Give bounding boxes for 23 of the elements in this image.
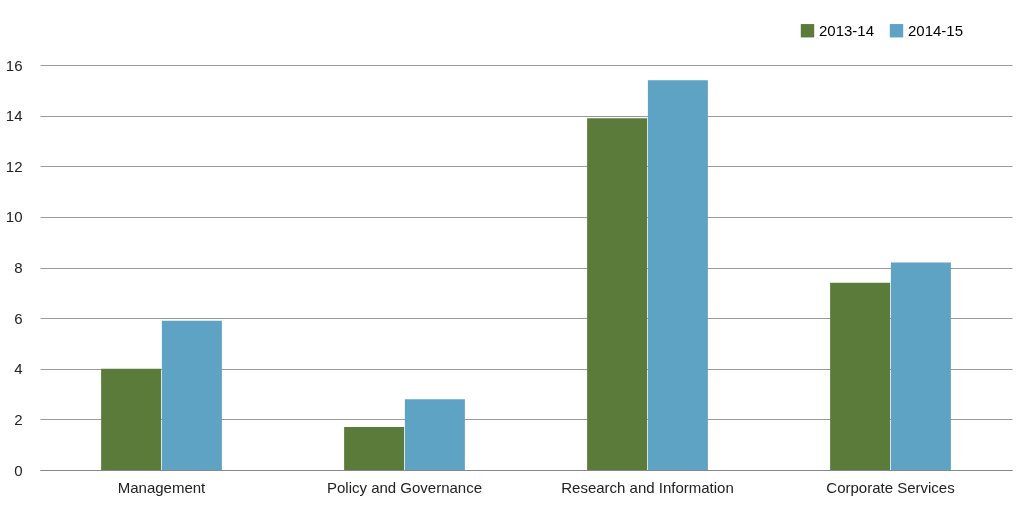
x-tick-label: Policy and Governance	[326, 478, 483, 496]
y-tick-label: 4	[14, 360, 23, 378]
bar	[890, 262, 951, 470]
y-tick-label: 0	[14, 461, 23, 479]
bar	[404, 399, 465, 470]
x-tick-label: Corporate Services	[826, 478, 955, 496]
y-tick-label: 14	[5, 107, 23, 125]
x-tick-label: Management	[117, 478, 207, 496]
bar	[587, 118, 648, 470]
bar	[161, 320, 222, 470]
bar	[101, 368, 162, 470]
bar	[344, 426, 405, 470]
y-tick-label: 10	[5, 208, 23, 226]
bar	[830, 282, 891, 470]
x-tick-label: Research and Information	[561, 478, 734, 496]
y-tick-label: 12	[5, 157, 23, 175]
y-tick-label: 6	[14, 309, 23, 327]
y-tick-label: 16	[5, 56, 23, 74]
y-tick-label: 8	[14, 259, 23, 276]
y-tick-label: 2	[14, 410, 23, 428]
legend-label: 2013-14	[819, 21, 875, 39]
bar	[647, 80, 708, 470]
legend-label: 2014-15	[908, 21, 964, 39]
